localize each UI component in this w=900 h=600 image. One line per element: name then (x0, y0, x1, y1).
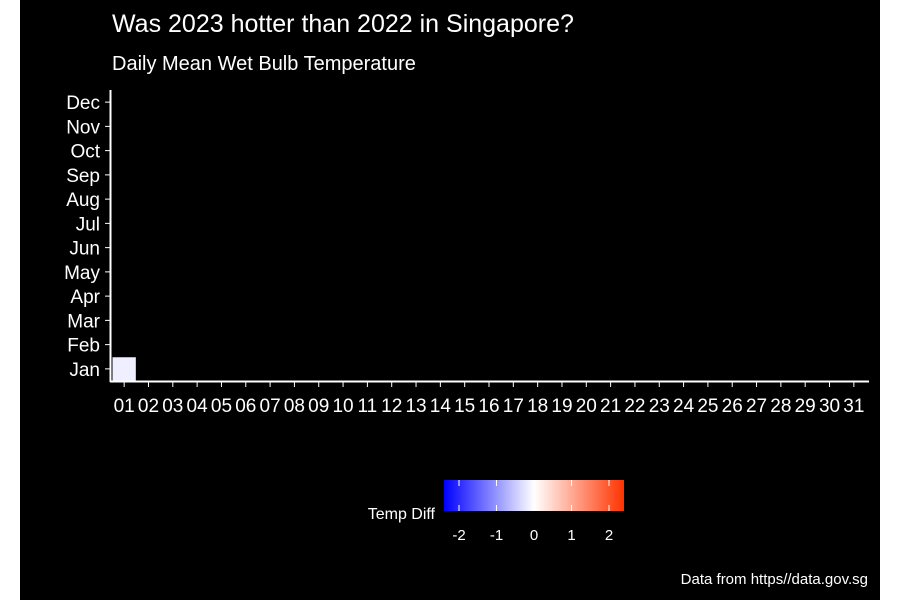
x-tick-label-02: 02 (138, 396, 159, 417)
x-tick-label-31: 31 (843, 396, 864, 417)
y-tick-label-jun: Jun (69, 239, 100, 260)
legend-tick-label: 2 (605, 527, 613, 544)
y-tick-label-aug: Aug (66, 190, 100, 211)
heatmap-cells (112, 357, 136, 381)
x-tick-label-28: 28 (770, 396, 791, 417)
chart-title: Was 2023 hotter than 2022 in Singapore? (112, 10, 574, 38)
chart-caption: Data from https//data.gov.sg (681, 571, 868, 588)
x-tick-label-22: 22 (624, 396, 645, 417)
x-tick-label-20: 20 (576, 396, 597, 417)
legend-title: Temp Diff (368, 506, 436, 523)
y-tick-label-may: May (64, 263, 100, 284)
x-tick-label-08: 08 (284, 396, 305, 417)
legend-tick-label: 1 (567, 527, 575, 544)
y-axis-tick-labels: Jan Feb Mar Apr May Jun Jul Aug Sep Oct Nov Dec (64, 93, 110, 381)
x-tick-label-23: 23 (649, 396, 670, 417)
chart-subtitle: Daily Mean Wet Bulb Temperature (112, 53, 416, 75)
x-tick-label-21: 21 (600, 396, 621, 417)
x-tick-label-17: 17 (503, 396, 524, 417)
y-tick-label-jul: Jul (76, 214, 100, 235)
legend-ticks: -2 -1 0 1 2 (452, 480, 613, 544)
x-tick-label-29: 29 (795, 396, 816, 417)
x-tick-label-03: 03 (162, 396, 183, 417)
x-tick-label-30: 30 (819, 396, 840, 417)
x-axis-tick-labels: 01 02 03 04 05 06 07 08 09 10 11 12 13 14 15 16 17 18 19 20… (114, 382, 864, 417)
x-tick-label-06: 06 (235, 396, 256, 417)
legend-tick-label: -2 (452, 527, 465, 544)
heatmap-cell-jan-01 (112, 357, 136, 381)
x-tick-label-09: 09 (308, 396, 329, 417)
x-tick-label-25: 25 (697, 396, 718, 417)
y-tick-label-nov: Nov (66, 117, 100, 138)
x-tick-label-05: 05 (211, 396, 232, 417)
x-tick-label-10: 10 (332, 396, 353, 417)
y-tick-label-apr: Apr (70, 287, 100, 308)
x-tick-label-27: 27 (746, 396, 767, 417)
legend-tick-label: -1 (490, 527, 503, 544)
x-tick-label-07: 07 (260, 396, 281, 417)
y-tick-label-feb: Feb (67, 336, 100, 357)
x-tick-label-04: 04 (187, 396, 209, 417)
y-tick-label-oct: Oct (70, 142, 100, 163)
x-tick-label-18: 18 (527, 396, 548, 417)
x-tick-label-19: 19 (551, 396, 572, 417)
x-tick-label-26: 26 (722, 396, 743, 417)
x-tick-label-14: 14 (430, 396, 452, 417)
x-tick-label-12: 12 (381, 396, 402, 417)
x-tick-label-01: 01 (114, 396, 135, 417)
y-tick-label-jan: Jan (69, 360, 100, 381)
x-tick-label-13: 13 (405, 396, 426, 417)
x-tick-label-11: 11 (358, 396, 378, 417)
x-tick-label-24: 24 (673, 396, 695, 417)
x-tick-label-15: 15 (454, 396, 475, 417)
x-tick-label-16: 16 (478, 396, 499, 417)
y-tick-label-sep: Sep (66, 166, 100, 187)
legend: Temp Diff -2 -1 0 1 2 (368, 480, 624, 544)
y-tick-label-dec: Dec (66, 93, 100, 114)
y-tick-label-mar: Mar (67, 311, 100, 332)
legend-tick-label: 0 (530, 527, 538, 544)
